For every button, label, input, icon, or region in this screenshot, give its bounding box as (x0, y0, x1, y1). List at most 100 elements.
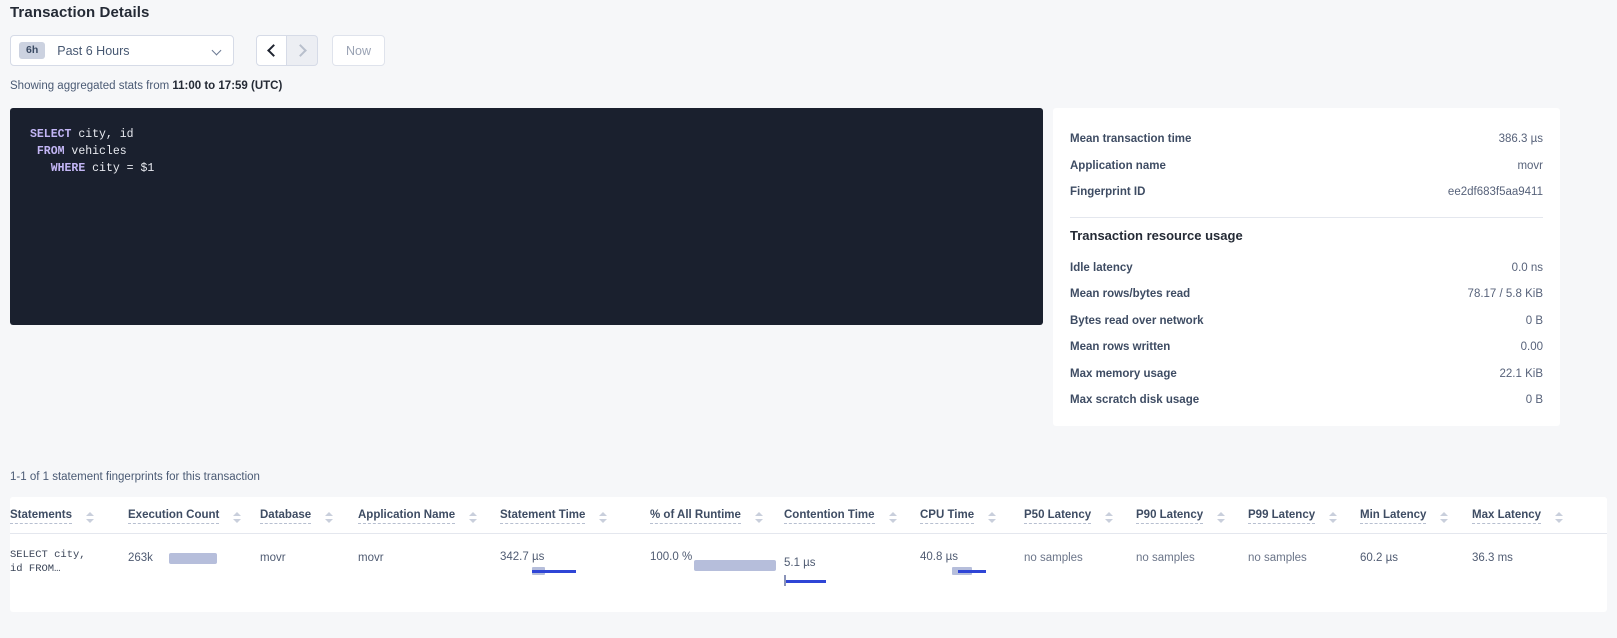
column-header-min-latency[interactable]: Min Latency (1360, 497, 1472, 534)
stat-value: 0 B (1525, 314, 1543, 327)
sort-icon[interactable] (1217, 511, 1226, 524)
sort-icon[interactable] (1329, 511, 1338, 524)
cell-pct-all-runtime: 100.0 % (650, 534, 784, 603)
divider (1070, 216, 1543, 218)
time-range-picker[interactable]: 6h Past 6 Hours (10, 35, 234, 66)
cpu-time-value: 40.8 µs (920, 551, 958, 563)
sql-text: vehicles (64, 145, 127, 158)
stat-value: movr (1517, 159, 1543, 172)
column-header-database[interactable]: Database (260, 497, 358, 534)
sort-icon[interactable] (325, 511, 334, 524)
cell-max-latency: 36.3 ms (1472, 534, 1607, 603)
column-header-cpu-time[interactable]: CPU Time (920, 497, 1024, 534)
column-header-p50-latency[interactable]: P50 Latency (1024, 497, 1136, 534)
sort-icon[interactable] (86, 511, 95, 524)
stat-label: Idle latency (1070, 261, 1133, 274)
stat-label: Mean rows/bytes read (1070, 288, 1191, 301)
max-latency-value: 36.3 ms (1472, 552, 1513, 564)
sort-icon[interactable] (754, 511, 764, 524)
column-label: P90 Latency (1136, 509, 1204, 524)
column-header-pct-all-runtime[interactable]: % of All Runtime (650, 497, 784, 534)
statements-table-card: Statements Execution Count Database Appl… (10, 497, 1607, 612)
time-range-badge: 6h (19, 42, 46, 59)
cell-p50-latency: no samples (1024, 534, 1136, 603)
stat-row: Max scratch disk usage 0 B (1070, 387, 1543, 414)
pct-all-runtime-bar (694, 560, 776, 571)
column-label: Statement Time (500, 509, 586, 524)
cell-cpu-time: 40.8 µs (920, 534, 1024, 603)
column-label: % of All Runtime (650, 509, 741, 524)
stat-label: Max scratch disk usage (1070, 394, 1200, 407)
pct-all-runtime-value: 100.0 % (650, 551, 693, 563)
execution-count-bar (168, 553, 217, 564)
resource-usage-title: Transaction resource usage (1070, 227, 1243, 243)
cell-p99-latency: no samples (1248, 534, 1360, 603)
sort-icon[interactable] (233, 511, 242, 524)
sort-icon[interactable] (1440, 511, 1449, 524)
stat-label: Max memory usage (1070, 367, 1177, 380)
previous-period-button[interactable] (256, 35, 287, 66)
sort-icon[interactable] (1105, 511, 1114, 524)
time-range-label: Past 6 Hours (57, 43, 130, 58)
stat-value: 386.3 µs (1498, 133, 1543, 146)
statement-time-value: 342.7 µs (500, 551, 545, 563)
sort-icon[interactable] (888, 511, 898, 524)
table-row: SELECT city, id FROM… 263k movr movr 342… (10, 534, 1607, 603)
stat-row: Mean rows/bytes read 78.17 / 5.8 KiB (1070, 281, 1543, 308)
column-header-execution-count[interactable]: Execution Count (128, 497, 260, 534)
column-label: P99 Latency (1248, 509, 1316, 524)
stat-label: Mean transaction time (1070, 133, 1192, 146)
sql-keyword: WHERE (50, 162, 86, 175)
sort-icon[interactable] (469, 511, 478, 524)
cell-execution-count: 263k (128, 534, 260, 603)
sort-icon[interactable] (1555, 511, 1564, 524)
column-label: Statements (10, 509, 72, 524)
min-latency-value: 60.2 µs (1360, 552, 1398, 564)
sql-text: city, id (71, 128, 134, 141)
stat-value: ee2df683f5aa9411 (1447, 186, 1543, 199)
cell-database: movr (260, 534, 358, 603)
now-button: Now (332, 35, 386, 66)
column-header-statement-time[interactable]: Statement Time (500, 497, 650, 534)
statement-time-bar (532, 565, 590, 576)
column-header-contention-time[interactable]: Contention Time (784, 497, 920, 534)
page-title: Transaction Details (10, 4, 150, 21)
column-label: Database (260, 509, 312, 524)
column-header-p90-latency[interactable]: P90 Latency (1136, 497, 1248, 534)
next-period-button (287, 35, 318, 66)
cell-statements[interactable]: SELECT city, id FROM… (10, 534, 128, 603)
stat-row: Max memory usage 22.1 KiB (1070, 361, 1543, 388)
column-label: Contention Time (784, 509, 875, 524)
statements-table: Statements Execution Count Database Appl… (10, 497, 1607, 602)
stat-row: Bytes read over network 0 B (1070, 308, 1543, 335)
cell-application-name: movr (358, 534, 500, 603)
sql-keyword: FROM (36, 145, 65, 158)
chevron-left-icon (266, 44, 280, 57)
sql-keyword: SELECT (30, 128, 72, 141)
column-header-max-latency[interactable]: Max Latency (1472, 497, 1607, 534)
sql-statement-block: SELECT city, id FROM vehicles WHERE city… (10, 108, 1043, 325)
cell-statement-time: 342.7 µs (500, 534, 650, 603)
stat-row: Application name movr (1070, 153, 1543, 180)
column-label: P50 Latency (1024, 509, 1092, 524)
stat-row: Mean rows written 0.00 (1070, 334, 1543, 361)
stat-value: 22.1 KiB (1499, 367, 1543, 380)
column-header-p99-latency[interactable]: P99 Latency (1248, 497, 1360, 534)
stat-label: Mean rows written (1070, 341, 1171, 354)
cell-min-latency: 60.2 µs (1360, 534, 1472, 603)
p99-latency-value: no samples (1248, 552, 1307, 564)
stat-row: Fingerprint ID ee2df683f5aa9411 (1070, 179, 1543, 206)
table-header-row: Statements Execution Count Database Appl… (10, 497, 1607, 534)
sort-icon[interactable] (599, 511, 608, 524)
toolbar: 6h Past 6 Hours Now (10, 35, 386, 66)
column-header-statements[interactable]: Statements (10, 497, 128, 534)
p50-latency-value: no samples (1024, 552, 1083, 564)
statement-link[interactable]: SELECT city, id FROM… (10, 549, 86, 575)
stat-label: Fingerprint ID (1070, 186, 1146, 199)
column-label: Execution Count (128, 509, 220, 524)
sort-icon[interactable] (988, 511, 997, 524)
contention-time-value: 5.1 µs (784, 557, 816, 569)
time-nav-group (256, 35, 318, 66)
column-header-application-name[interactable]: Application Name (358, 497, 500, 534)
